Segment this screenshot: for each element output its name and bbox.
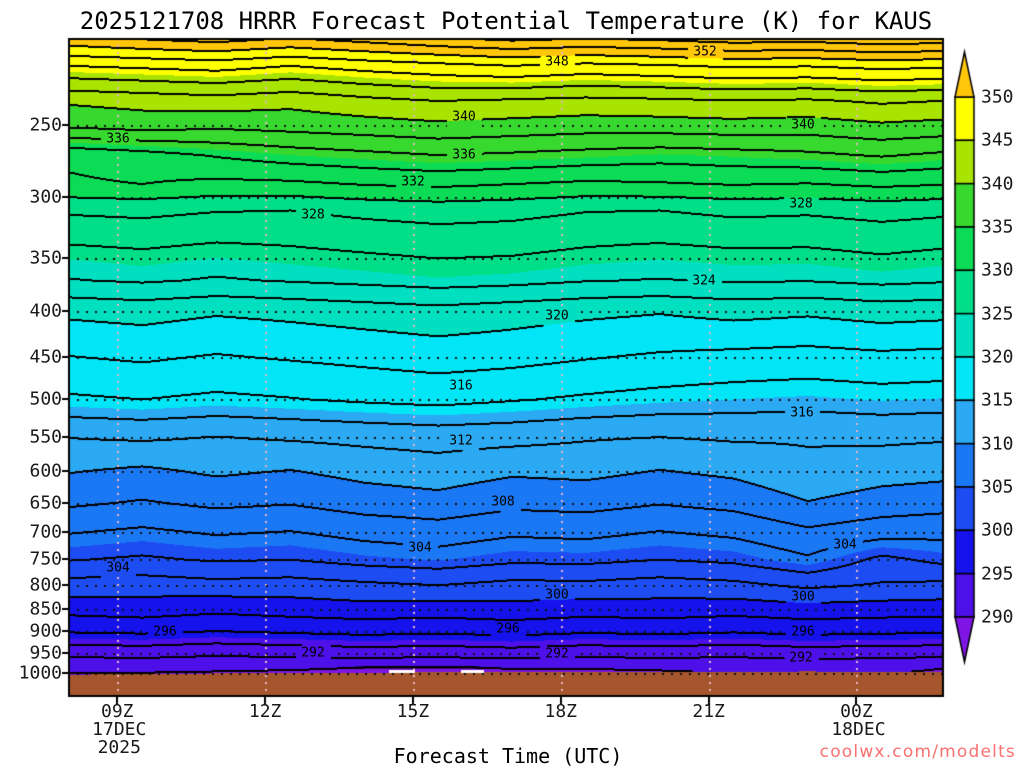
y-tick-label: 800 xyxy=(29,574,62,596)
y-tick-label: 450 xyxy=(29,346,62,368)
contour-label: 296 xyxy=(153,624,177,640)
x-tick-label: 00Z xyxy=(840,701,873,722)
contour-label: 292 xyxy=(545,646,569,662)
contour-label: 336 xyxy=(106,131,130,147)
y-tick-label: 650 xyxy=(29,492,62,514)
x-tick-label: 21Z xyxy=(692,701,725,722)
contour-label: 316 xyxy=(449,378,473,394)
y-tick-label: 550 xyxy=(29,426,62,448)
colorbar-tick-label: 320 xyxy=(981,346,1014,368)
x-axis-title: Forecast Time (UTC) xyxy=(393,744,623,768)
colorbar-tick-label: 290 xyxy=(981,606,1014,628)
contour-label: 340 xyxy=(452,109,476,125)
contour-label: 320 xyxy=(545,308,569,324)
contour-label: 304 xyxy=(408,540,432,556)
contour-label: 292 xyxy=(789,650,813,666)
colorbar-tick-label: 295 xyxy=(981,563,1014,585)
y-tick-label: 850 xyxy=(29,598,62,620)
contour-label: 348 xyxy=(545,54,569,70)
contour-label: 296 xyxy=(791,624,815,640)
contour-label: 304 xyxy=(833,537,857,553)
y-tick-label: 950 xyxy=(29,642,62,664)
contour-label: 300 xyxy=(791,589,815,605)
x-date-label: 2025 xyxy=(97,737,141,758)
y-tick-label: 900 xyxy=(29,620,62,642)
contour-label: 316 xyxy=(790,405,814,421)
y-tick-label: 350 xyxy=(29,247,62,269)
colorbar-tick-label: 335 xyxy=(981,216,1014,238)
contour-label: 312 xyxy=(449,433,473,449)
colorbar-tick-label: 350 xyxy=(981,86,1014,108)
colorbar-tick-label: 310 xyxy=(981,433,1014,455)
colorbar-tick-label: 345 xyxy=(981,129,1014,151)
contour-label: 328 xyxy=(301,207,325,223)
contour-label: 328 xyxy=(789,196,813,212)
contour-label: 324 xyxy=(692,273,716,289)
colorbar-tick-label: 340 xyxy=(981,173,1014,195)
colorbar-tick-label: 300 xyxy=(981,519,1014,541)
colorbar-tick-label: 315 xyxy=(981,389,1014,411)
y-tick-label: 750 xyxy=(29,548,62,570)
x-tick-label: 18Z xyxy=(544,701,578,722)
x-tick-label: 15Z xyxy=(396,701,430,722)
x-date-label: 17DEC xyxy=(92,719,147,740)
contour-label: 300 xyxy=(545,587,569,603)
y-tick-label: 300 xyxy=(29,186,62,208)
y-tick-label: 700 xyxy=(29,521,62,543)
y-tick-label: 400 xyxy=(29,300,62,322)
x-tick-label: 09Z xyxy=(101,701,134,722)
y-tick-label: 250 xyxy=(29,114,62,136)
page-title: 2025121708 HRRR Forecast Potential Tempe… xyxy=(79,7,933,35)
contour-label: 292 xyxy=(301,645,325,661)
watermark: coolwx.com/modelts xyxy=(819,742,1016,762)
contour-label: 304 xyxy=(106,560,130,576)
x-date-label: 18DEC xyxy=(831,719,886,740)
x-tick-label: 12Z xyxy=(248,701,282,722)
contour-label: 352 xyxy=(693,44,717,60)
y-tick-label: 600 xyxy=(29,460,62,482)
contour-label: 340 xyxy=(791,117,815,133)
contour-label: 308 xyxy=(491,494,515,510)
contour-label: 296 xyxy=(496,621,520,637)
contour-label: 332 xyxy=(401,174,425,190)
y-tick-label: 1000 xyxy=(18,662,62,684)
colorbar-tick-label: 305 xyxy=(981,476,1014,498)
contour-label: 336 xyxy=(452,147,476,163)
colorbar-tick-label: 325 xyxy=(981,303,1014,325)
colorbar-tick-label: 330 xyxy=(981,259,1014,281)
y-tick-label: 500 xyxy=(29,388,62,410)
